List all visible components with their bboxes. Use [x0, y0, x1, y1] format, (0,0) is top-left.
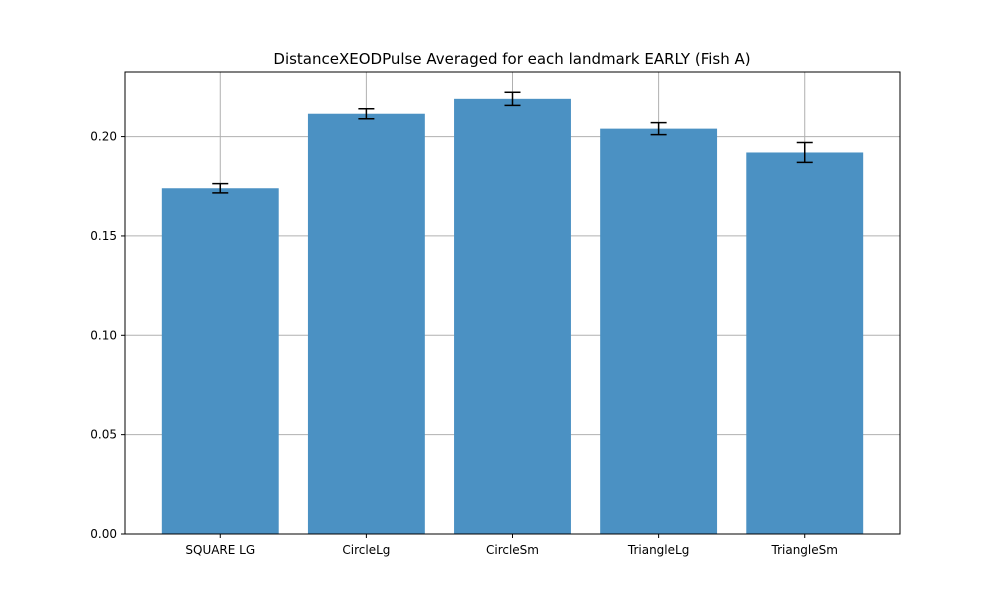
x-tick-label: SQUARE LG	[185, 543, 255, 557]
bar	[746, 152, 864, 534]
y-tick-label: 0.20	[90, 130, 117, 144]
bar	[307, 113, 425, 534]
x-tick-label: TriangleSm	[771, 543, 838, 557]
y-tick-label: 0.00	[90, 527, 117, 541]
bar	[454, 98, 571, 534]
x-tick-label: TriangleLg	[627, 543, 689, 557]
chart-title: DistanceXEODPulse Averaged for each land…	[273, 50, 750, 68]
x-tick-label: CircleLg	[342, 543, 390, 557]
y-tick-label: 0.10	[90, 328, 117, 342]
bars	[161, 98, 864, 534]
bar	[161, 188, 279, 534]
y-axis: 0.00 0.05 0.10 0.15 0.20	[90, 130, 125, 541]
y-tick-label: 0.15	[90, 229, 117, 243]
x-axis: SQUARE LG CircleLg CircleSm TriangleLg Trian…	[185, 534, 838, 557]
x-tick-label: CircleSm	[486, 543, 539, 557]
error-bars	[212, 91, 813, 194]
y-tick-label: 0.05	[90, 428, 117, 442]
bar	[600, 128, 718, 534]
